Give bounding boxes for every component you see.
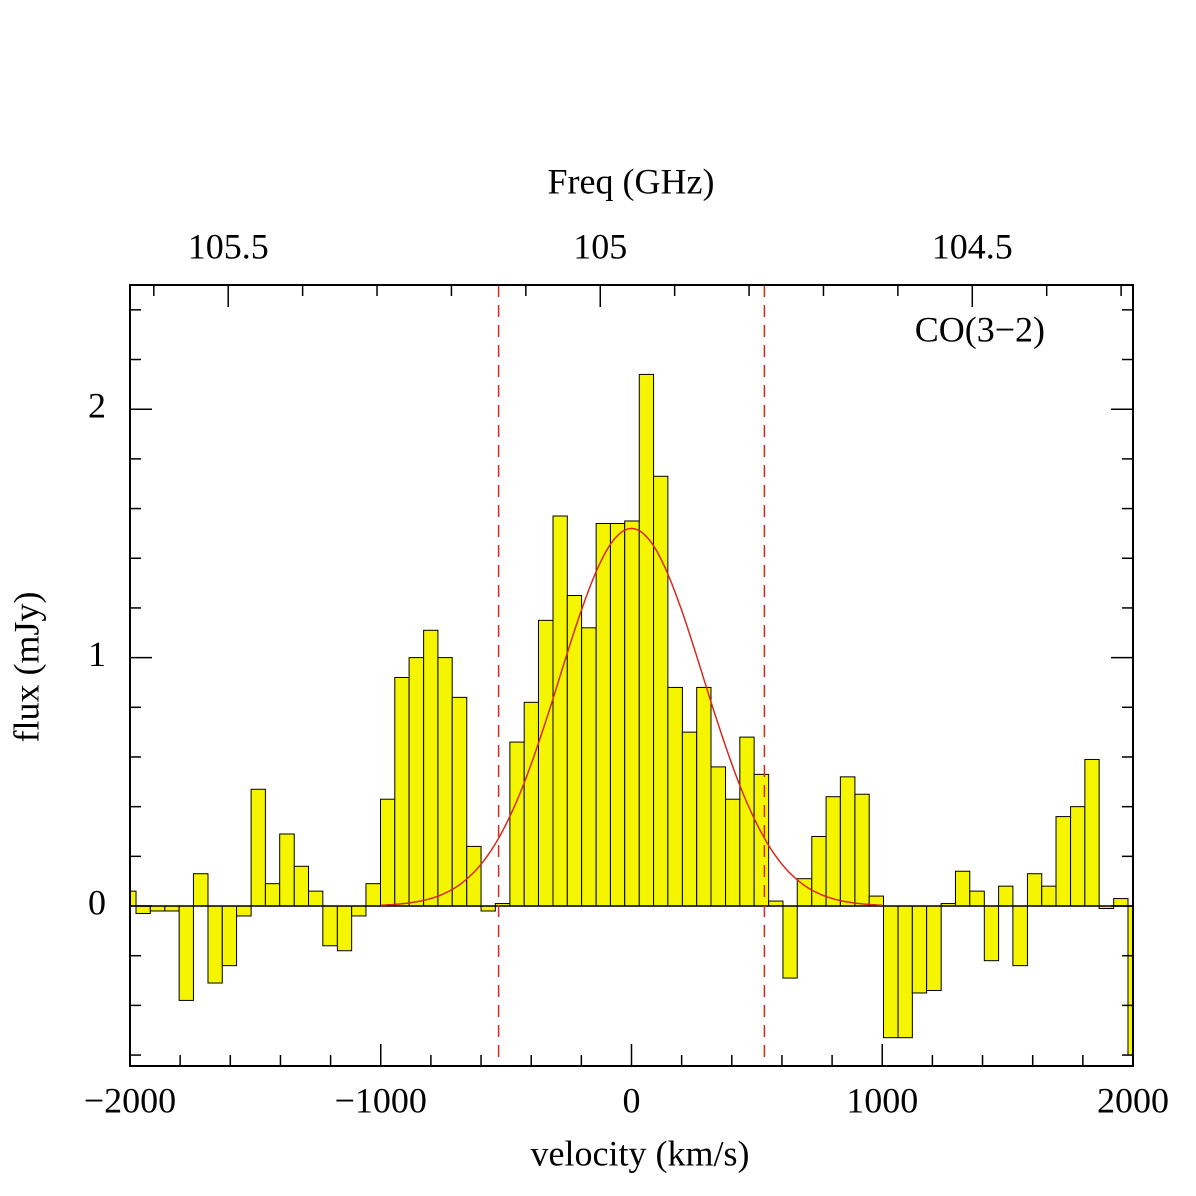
bar bbox=[552, 515, 568, 907]
bar bbox=[710, 766, 727, 907]
top-tick-label: 105 bbox=[573, 226, 627, 266]
x-tick-label: 1000 bbox=[846, 1080, 918, 1120]
bar bbox=[595, 522, 611, 907]
bar bbox=[581, 627, 597, 907]
top-tick-label: 104.5 bbox=[932, 226, 1013, 266]
bar bbox=[1026, 873, 1043, 907]
bar bbox=[926, 905, 942, 991]
bar bbox=[681, 731, 698, 907]
y-tick-label: 2 bbox=[88, 385, 106, 425]
top-axis-title: Freq (GHz) bbox=[548, 161, 715, 201]
x-tick-label: −1000 bbox=[335, 1080, 427, 1120]
bar bbox=[437, 657, 453, 907]
bar bbox=[394, 676, 410, 907]
bar bbox=[365, 883, 381, 907]
bar bbox=[1113, 898, 1129, 907]
bar bbox=[954, 870, 971, 907]
bar bbox=[1041, 885, 1057, 907]
bar bbox=[796, 878, 813, 907]
top-tick-label: 105.5 bbox=[188, 226, 269, 266]
bar bbox=[408, 657, 425, 907]
annotation: CO(3−2) bbox=[915, 309, 1045, 349]
bar bbox=[221, 905, 238, 967]
bar bbox=[696, 686, 712, 907]
bar bbox=[667, 686, 683, 907]
bar bbox=[609, 522, 626, 907]
x-axis-title: velocity (km/s) bbox=[531, 1133, 750, 1173]
y-axis-title: flux (mJy) bbox=[6, 592, 46, 743]
bar bbox=[725, 798, 741, 907]
bar bbox=[178, 905, 194, 1001]
bar bbox=[1012, 905, 1028, 967]
bar bbox=[1055, 816, 1072, 907]
bar bbox=[537, 619, 554, 907]
bar bbox=[135, 905, 151, 914]
bar bbox=[753, 773, 770, 907]
bar bbox=[854, 793, 870, 907]
bar bbox=[509, 741, 525, 907]
x-tick-label: 0 bbox=[623, 1080, 641, 1120]
x-tick-label: 2000 bbox=[1097, 1080, 1169, 1120]
bar bbox=[897, 905, 913, 1039]
bar bbox=[379, 798, 396, 907]
bar bbox=[322, 905, 338, 947]
gaussian-fit bbox=[380, 527, 883, 906]
bar bbox=[423, 629, 439, 907]
bar bbox=[250, 788, 266, 907]
bar bbox=[523, 701, 539, 907]
bar bbox=[839, 776, 856, 907]
bar bbox=[624, 520, 640, 907]
bar bbox=[279, 833, 295, 907]
bar bbox=[998, 885, 1014, 907]
bar bbox=[1084, 758, 1100, 907]
bar bbox=[883, 905, 899, 1039]
bar bbox=[236, 905, 252, 917]
bar bbox=[566, 595, 583, 907]
bar bbox=[264, 883, 281, 907]
bar bbox=[969, 890, 985, 907]
bar bbox=[983, 905, 1000, 962]
bar bbox=[638, 373, 655, 907]
bar bbox=[825, 796, 841, 907]
bar bbox=[782, 905, 798, 979]
x-tick-label: −2000 bbox=[84, 1080, 176, 1120]
bar bbox=[293, 865, 310, 907]
bar bbox=[451, 696, 468, 907]
bar bbox=[351, 905, 367, 917]
y-tick-label: 1 bbox=[88, 634, 106, 674]
bar bbox=[207, 905, 223, 984]
y-tick-label: 0 bbox=[88, 882, 106, 922]
bar bbox=[739, 736, 755, 907]
bar bbox=[1070, 806, 1086, 907]
bar bbox=[653, 475, 669, 907]
bar bbox=[911, 905, 928, 994]
bar bbox=[308, 890, 324, 907]
bar bbox=[192, 873, 209, 907]
bar bbox=[336, 905, 353, 952]
